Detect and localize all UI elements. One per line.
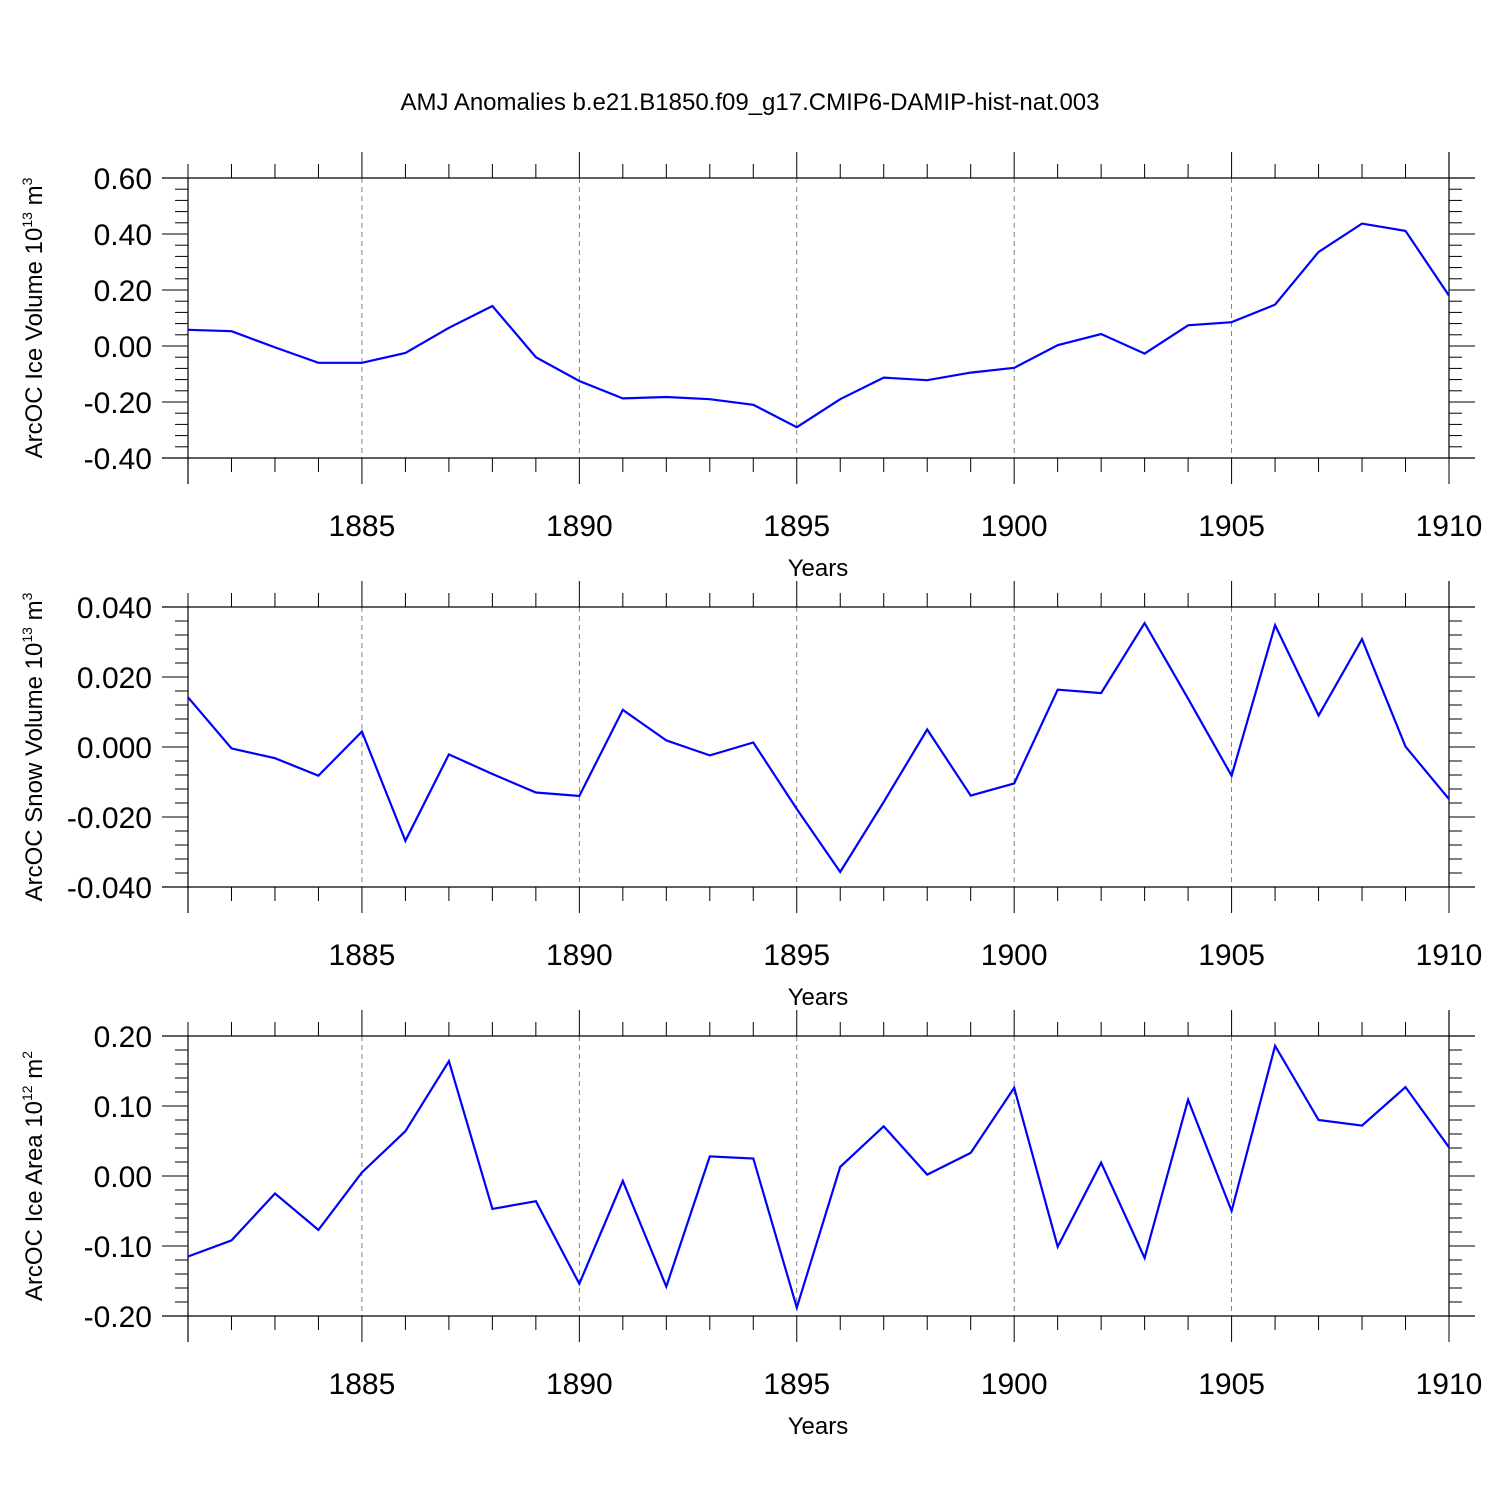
y-tick-label: 0.000 — [77, 732, 152, 765]
x-axis-title: Years — [788, 984, 849, 1011]
chart-title: AMJ Anomalies b.e21.B1850.f09_g17.CMIP6-… — [400, 89, 1099, 116]
x-tick-label: 1885 — [329, 939, 396, 972]
x-tick-label: 1885 — [329, 1368, 396, 1401]
y-tick-label: 0.00 — [94, 331, 152, 364]
x-tick-label: 1895 — [763, 1368, 830, 1401]
x-tick-label: 1905 — [1198, 1368, 1265, 1401]
panel-2: 0.040 0.020 0.000 -0.020 -0.040 1885 1890 1895 1… — [19, 581, 1482, 1011]
y-tick-label: -0.40 — [84, 443, 152, 476]
x-tick-label: 1910 — [1416, 1368, 1483, 1401]
x-tick-label: 1905 — [1198, 939, 1265, 972]
x-tick-label: 1900 — [981, 510, 1048, 543]
y-tick-label: -0.020 — [67, 802, 152, 835]
series-line — [187, 222, 1450, 429]
y-tick-label: 0.60 — [94, 163, 152, 196]
y-axis-title: ArcOC Ice Area 1012 m2 — [19, 1051, 48, 1301]
x-tick-label: 1900 — [981, 939, 1048, 972]
x-tick-label: 1895 — [763, 939, 830, 972]
y-tick-label: 0.020 — [77, 662, 152, 695]
x-tick-label: 1900 — [981, 1368, 1048, 1401]
y-tick-label: 0.00 — [94, 1161, 152, 1194]
panels-group: 0.60 0.40 0.20 0.00 -0.20 -0.40 1885 1890 1895 19… — [19, 152, 1482, 1440]
y-tick-label: 0.040 — [77, 592, 152, 625]
y-tick-label: 0.20 — [94, 1021, 152, 1054]
y-tick-label: 0.40 — [94, 219, 152, 252]
y-tick-label: -0.20 — [84, 1301, 152, 1334]
y-tick-label: -0.10 — [84, 1231, 152, 1264]
x-axis-title: Years — [788, 1413, 849, 1440]
x-tick-label: 1910 — [1416, 939, 1483, 972]
y-axis-title: ArcOC Ice Volume 1013 m3 — [19, 177, 48, 458]
panel-1: 0.60 0.40 0.20 0.00 -0.20 -0.40 1885 1890 1895 19… — [19, 152, 1482, 582]
x-tick-label: 1890 — [546, 939, 613, 972]
series-line — [187, 1042, 1450, 1312]
x-tick-label: 1890 — [546, 1368, 613, 1401]
y-tick-label: -0.20 — [84, 387, 152, 420]
y-tick-label: 0.10 — [94, 1091, 152, 1124]
x-tick-label: 1905 — [1198, 510, 1265, 543]
panel-3: 0.20 0.10 0.00 -0.10 -0.20 1885 1890 1895 1900 19… — [19, 1010, 1482, 1440]
x-tick-label: 1890 — [546, 510, 613, 543]
series-line — [187, 620, 1450, 875]
x-tick-label: 1910 — [1416, 510, 1483, 543]
x-axis-title: Years — [788, 555, 849, 582]
y-axis-title: ArcOC Snow Volume 1013 m3 — [19, 592, 48, 901]
y-tick-label: -0.040 — [67, 872, 152, 905]
x-tick-label: 1895 — [763, 510, 830, 543]
y-tick-label: 0.20 — [94, 275, 152, 308]
x-tick-label: 1885 — [329, 510, 396, 543]
